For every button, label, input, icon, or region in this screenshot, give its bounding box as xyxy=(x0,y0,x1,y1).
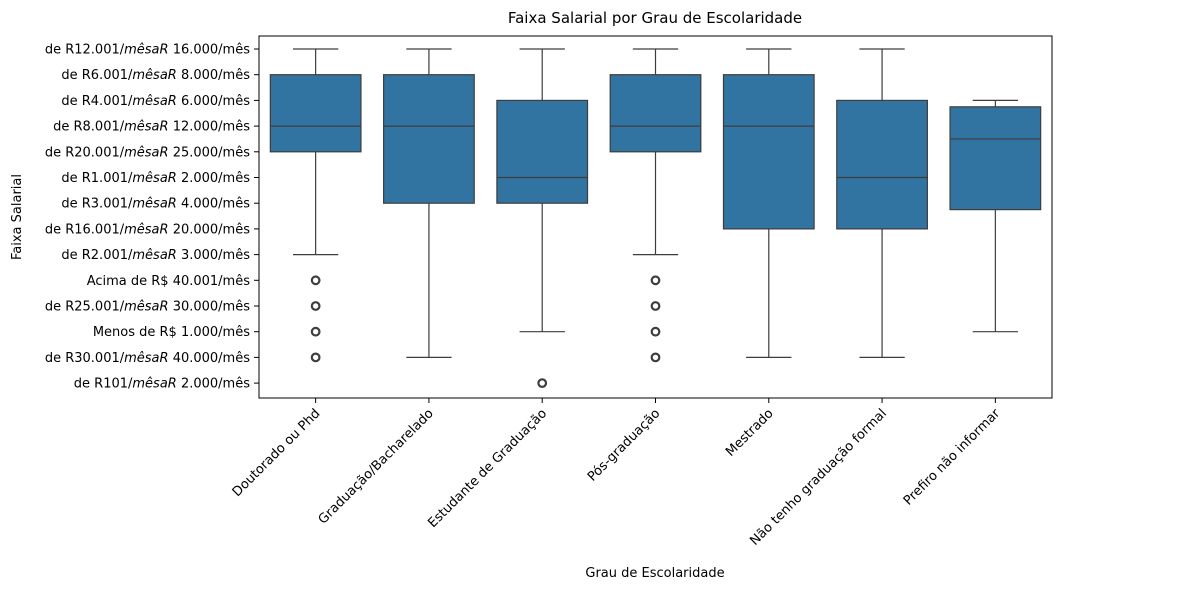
y-tick-label-part: de R16.001/ xyxy=(45,222,125,237)
y-tick-label-part: de R25.001/ xyxy=(45,300,125,315)
y-tick-label-part: Acima de R$ 40.001/mês xyxy=(87,274,251,289)
outlier-point xyxy=(651,328,660,336)
y-tick-label-part: 12.000/mês xyxy=(169,120,251,135)
outlier-point xyxy=(538,379,546,387)
y-tick-label: de R101/mêsaR 2.000/mês xyxy=(74,377,250,392)
y-tick-label: de R30.001/mêsaR 40.000/mês xyxy=(45,351,250,366)
y-tick-label-part: de R6.001/ xyxy=(61,68,133,83)
outlier-point xyxy=(310,326,321,337)
y-tick-label: de R8.001/mêsaR 12.000/mês xyxy=(53,120,250,135)
y-tick-label-part: 4.000/mês xyxy=(177,197,250,212)
x-axis-label: Grau de Escolaridade xyxy=(585,566,724,581)
y-tick-label-italic: mêsaR xyxy=(132,94,176,109)
y-tick-label-part: de R8.001/ xyxy=(53,120,125,135)
box-group xyxy=(836,48,928,358)
y-tick-label-part: de R20.001/ xyxy=(45,145,125,160)
box xyxy=(949,106,1042,211)
y-tick-label-italic: mêsaR xyxy=(124,120,168,135)
outlier-point xyxy=(311,302,320,310)
y-tick-label-part: de R4.001/ xyxy=(61,94,133,109)
x-tick-label: Mestrado xyxy=(723,406,776,459)
x-tick-label: Estudante de Graduação xyxy=(425,406,550,531)
y-tick-label-part: 16.000/mês xyxy=(169,43,251,58)
box xyxy=(722,74,815,230)
y-tick-label-italic: mêsaR xyxy=(124,43,168,58)
y-tick-label-part: 2.000/mês xyxy=(177,377,250,392)
box-group xyxy=(496,48,589,388)
y-tick-label-part: 40.000/mês xyxy=(169,351,251,366)
chart-title: Faixa Salarial por Grau de Escolaridade xyxy=(508,9,802,27)
outlier-point xyxy=(651,302,660,310)
y-tick-label-part: de R2.001/ xyxy=(61,248,133,263)
y-tick-label-part: 3.000/mês xyxy=(177,248,250,263)
outlier-point xyxy=(650,301,661,311)
y-tick-label-part: 8.000/mês xyxy=(177,68,250,83)
outlier-point xyxy=(650,275,661,286)
y-tick-label: de R3.001/mêsaR 4.000/mês xyxy=(61,197,250,212)
y-tick-label-part: 25.000/mês xyxy=(169,145,251,160)
y-tick-label-part: 2.000/mês xyxy=(177,171,250,186)
y-tick-label: de R20.001/mêsaR 25.000/mês xyxy=(45,145,250,160)
y-axis-label: Faixa Salarial xyxy=(10,174,25,260)
y-tick-label-italic: mêsaR xyxy=(132,377,176,392)
box-group xyxy=(383,48,475,358)
y-tick-label-part: 20.000/mês xyxy=(169,222,251,237)
x-tick-label: Prefiro não informar xyxy=(901,406,1004,509)
x-tick-label: Doutorado ou Phd xyxy=(230,406,324,500)
outlier-point xyxy=(537,378,548,388)
box xyxy=(496,99,589,204)
y-tick-label-part: de R12.001/ xyxy=(45,43,125,58)
box xyxy=(383,74,475,204)
y-tick-label-italic: mêsaR xyxy=(132,248,176,263)
y-tick-label-italic: mêsaR xyxy=(124,300,168,315)
y-tick-label-part: de R1.001/ xyxy=(61,171,133,186)
x-tick-label: Não tenho graduação formal xyxy=(747,406,890,549)
box-group xyxy=(609,48,702,363)
y-tick-label-part: de R3.001/ xyxy=(61,197,133,212)
y-axis-ticks: de R12.001/mêsaR 16.000/mês de R6.001/mês… xyxy=(45,43,259,392)
x-tick-label: Graduação/Bacharelado xyxy=(316,406,437,527)
y-tick-label-italic: mêsaR xyxy=(132,197,176,212)
outlier-point xyxy=(651,353,660,362)
y-tick-label-italic: mêsaR xyxy=(124,351,168,366)
outlier-point xyxy=(651,276,660,284)
y-tick-label-italic: mêsaR xyxy=(124,145,168,160)
box-group xyxy=(722,48,815,358)
y-tick-label: de R2.001/mêsaR 3.000/mês xyxy=(61,248,250,263)
outlier-point xyxy=(311,328,320,336)
outlier-point xyxy=(311,353,320,362)
y-tick-label-part: 6.000/mês xyxy=(177,94,250,109)
y-tick-label: de R1.001/mêsaR 2.000/mês xyxy=(61,171,250,186)
y-tick-label-italic: mêsaR xyxy=(132,68,176,83)
y-tick-label: de R4.001/mêsaR 6.000/mês xyxy=(61,94,250,109)
outlier-point xyxy=(310,301,321,311)
outlier-point xyxy=(650,326,661,337)
y-tick-label: de R25.001/mêsaR 30.000/mês xyxy=(45,300,250,315)
plot-area xyxy=(269,48,1042,388)
y-tick-label-part: de R101/ xyxy=(74,377,133,392)
box xyxy=(609,74,702,153)
box xyxy=(836,99,928,230)
y-tick-label-part: de R30.001/ xyxy=(45,351,125,366)
y-tick-label-part: Menos de R$ 1.000/mês xyxy=(93,325,250,340)
y-tick-label: de R16.001/mêsaR 20.000/mês xyxy=(45,222,250,237)
y-tick-label: Menos de R$ 1.000/mês xyxy=(93,325,250,340)
outlier-point xyxy=(310,275,321,286)
outlier-point xyxy=(311,276,320,284)
box-group xyxy=(949,99,1042,333)
outlier-point xyxy=(310,352,321,363)
y-tick-label: de R12.001/mêsaR 16.000/mês xyxy=(45,43,250,58)
plot-frame xyxy=(258,35,1053,399)
x-tick-label: Pós-graduação xyxy=(585,406,663,484)
y-tick-label: Acima de R$ 40.001/mês xyxy=(87,274,251,289)
box-group xyxy=(269,48,362,363)
outlier-point xyxy=(650,352,661,363)
y-tick-label-part: 30.000/mês xyxy=(169,300,251,315)
x-axis-ticks: Doutorado ou PhdGraduação/BachareladoEst… xyxy=(230,398,1004,549)
box xyxy=(269,74,362,153)
y-tick-label-italic: mêsaR xyxy=(132,171,176,186)
y-tick-label: de R6.001/mêsaR 8.000/mês xyxy=(61,68,250,83)
y-tick-label-italic: mêsaR xyxy=(124,222,168,237)
